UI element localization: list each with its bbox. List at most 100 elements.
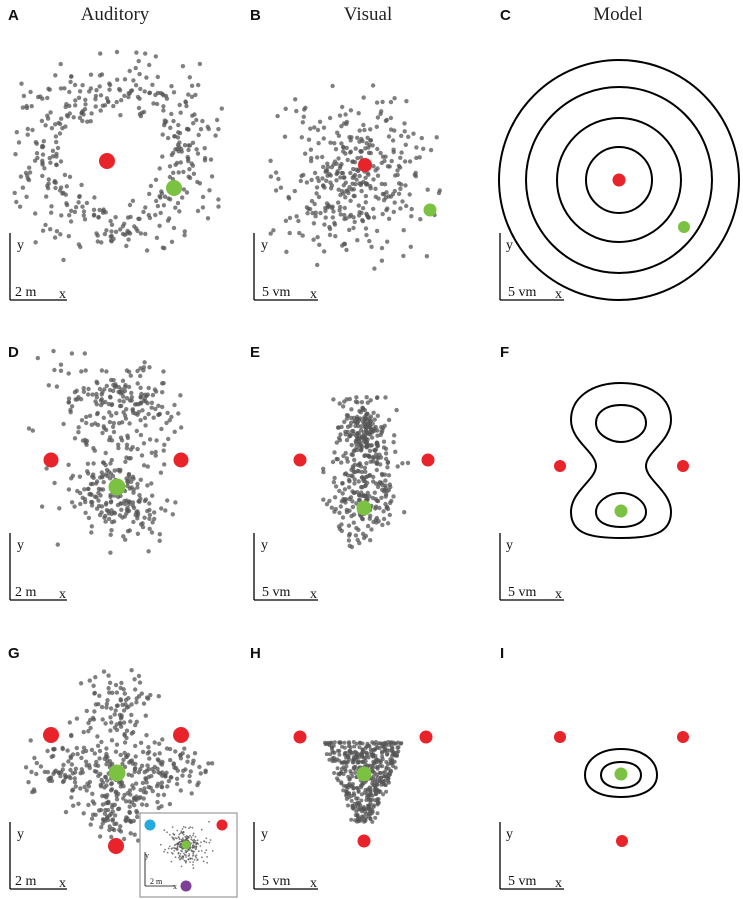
data-point (358, 783, 363, 788)
data-point (46, 383, 51, 388)
data-point (34, 760, 39, 766)
data-point (57, 131, 63, 136)
data-point (86, 784, 92, 789)
data-point (155, 74, 160, 80)
data-point (197, 764, 202, 770)
data-point (150, 493, 155, 498)
data-point (390, 192, 396, 197)
panel-e-y-label: y (261, 538, 268, 553)
data-point (118, 716, 124, 721)
data-point (47, 155, 52, 161)
data-point (24, 194, 29, 199)
data-point (121, 784, 126, 789)
data-point (170, 150, 176, 156)
data-point (155, 799, 160, 805)
data-point (196, 841, 199, 844)
data-point (80, 204, 85, 209)
data-point (171, 225, 177, 231)
data-point (65, 748, 70, 753)
panel-b-point-cloud (268, 83, 442, 271)
data-point (67, 720, 73, 725)
data-point (192, 832, 195, 835)
data-point (134, 428, 139, 434)
data-point (138, 114, 144, 119)
data-point (385, 239, 390, 244)
data-point (40, 228, 46, 233)
data-point (187, 848, 190, 851)
data-point (370, 797, 375, 802)
data-point (398, 186, 403, 191)
data-point (85, 392, 91, 397)
data-point (109, 413, 114, 418)
data-point (362, 817, 367, 822)
data-point (105, 814, 110, 819)
data-point (184, 849, 187, 852)
data-point (359, 798, 364, 803)
data-point (59, 116, 64, 121)
data-point (135, 368, 140, 374)
data-point (124, 455, 129, 460)
data-point (367, 238, 372, 244)
data-point (144, 802, 149, 808)
data-point (312, 201, 317, 207)
data-point (52, 769, 57, 774)
data-point (52, 746, 57, 752)
data-point (119, 501, 124, 506)
data-point (322, 249, 327, 254)
data-point (115, 77, 120, 82)
data-point (27, 165, 32, 170)
panel-d-landmark-right (173, 452, 189, 468)
data-point (120, 378, 126, 383)
data-point (54, 162, 59, 168)
data-point (100, 487, 106, 492)
data-point (360, 516, 365, 521)
data-point (197, 61, 203, 67)
data-point (130, 783, 135, 788)
data-point (68, 767, 73, 773)
data-point (178, 756, 184, 761)
data-point (354, 785, 359, 790)
data-point (181, 828, 184, 830)
data-point (393, 173, 398, 178)
data-point (331, 750, 336, 755)
data-point (23, 765, 29, 770)
inset-y-label: y (145, 851, 149, 860)
data-point (109, 402, 114, 408)
data-point (46, 86, 51, 92)
data-point (121, 399, 126, 404)
data-point (328, 752, 333, 757)
data-point (86, 486, 91, 492)
data-point (310, 210, 315, 216)
data-point (38, 94, 43, 99)
data-point (343, 767, 348, 772)
data-point (69, 74, 74, 79)
data-point (34, 151, 40, 156)
data-point (299, 135, 304, 140)
data-point (317, 242, 322, 247)
data-point (157, 223, 162, 228)
data-point (111, 388, 116, 394)
data-point (356, 469, 361, 474)
data-point (149, 773, 154, 779)
data-point (129, 88, 135, 93)
data-point (80, 770, 86, 775)
data-point (94, 769, 99, 774)
data-point (341, 183, 346, 188)
data-point (179, 425, 184, 430)
data-point (353, 439, 358, 444)
data-point (93, 104, 98, 109)
data-point (342, 175, 347, 180)
panel-c-scale-label: 5 vm (508, 285, 537, 300)
data-point (129, 702, 134, 707)
data-point (157, 751, 162, 756)
data-point (172, 402, 177, 408)
data-point (96, 702, 101, 707)
data-point (182, 143, 188, 148)
data-point (367, 785, 372, 790)
data-point (377, 481, 382, 486)
data-point (87, 779, 93, 785)
data-point (147, 191, 152, 197)
data-point (197, 843, 200, 845)
data-point (370, 740, 375, 745)
data-point (161, 448, 166, 453)
